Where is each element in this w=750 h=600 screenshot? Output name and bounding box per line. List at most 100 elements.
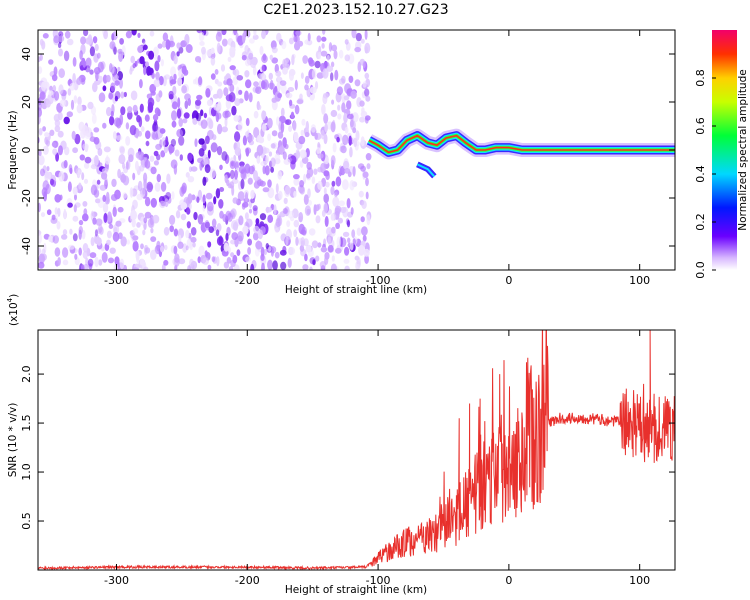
noise-speckle [82, 201, 88, 207]
noise-speckle [265, 207, 273, 213]
noise-speckle [155, 71, 160, 81]
noise-speckle [270, 157, 276, 167]
noise-speckle [352, 127, 357, 134]
noise-speckle [139, 103, 144, 113]
noise-speckle [74, 253, 78, 260]
noise-speckle [365, 191, 369, 200]
noise-speckle [334, 191, 338, 198]
noise-speckle [171, 191, 175, 200]
svg-text:(x104): (x104) [6, 294, 20, 326]
spectrogram-noise [38, 30, 372, 270]
noise-speckle [295, 236, 299, 246]
noise-speckle [294, 41, 301, 51]
noise-speckle [280, 261, 287, 270]
noise-speckle [126, 239, 130, 245]
noise-speckle [70, 99, 75, 110]
noise-speckle [156, 173, 161, 183]
noise-speckle [245, 218, 253, 228]
noise-speckle [160, 245, 164, 253]
noise-speckle [337, 113, 342, 120]
noise-speckle [337, 104, 341, 111]
y-tick-label: -20 [20, 189, 33, 207]
noise-speckle [303, 194, 309, 206]
noise-speckle [313, 168, 318, 175]
noise-speckle [102, 202, 109, 213]
noise-speckle [83, 30, 89, 37]
noise-speckle [105, 74, 111, 83]
noise-speckle [320, 246, 328, 253]
noise-speckle [207, 264, 212, 270]
noise-speckle [198, 148, 205, 157]
noise-speckle [132, 228, 139, 235]
noise-speckle [56, 221, 61, 230]
noise-speckle [54, 91, 60, 101]
snr-series-line [38, 330, 675, 570]
noise-speckle [53, 66, 58, 76]
noise-speckle [109, 247, 116, 254]
noise-speckle [364, 72, 370, 79]
noise-speckle [107, 257, 115, 264]
noise-speckle [41, 187, 48, 197]
noise-speckle [267, 133, 272, 142]
noise-speckle [245, 79, 252, 89]
noise-speckle [330, 186, 335, 196]
noise-speckle [137, 45, 144, 54]
noise-speckle [236, 249, 241, 256]
noise-speckle [331, 226, 336, 234]
noise-speckle [276, 32, 282, 42]
noise-speckle [278, 190, 283, 200]
noise-speckle [230, 169, 235, 180]
noise-speckle [294, 104, 300, 115]
noise-speckle [74, 133, 81, 145]
noise-speckle [94, 256, 99, 268]
noise-speckle [178, 234, 182, 244]
noise-speckle [304, 253, 308, 262]
noise-speckle [137, 180, 143, 192]
noise-speckle [350, 207, 354, 215]
noise-speckle [82, 125, 89, 136]
noise-speckle [292, 120, 297, 132]
noise-speckle [95, 198, 101, 204]
noise-speckle [89, 46, 95, 57]
y-tick-label: 0.5 [20, 512, 33, 530]
noise-speckle [54, 125, 61, 133]
noise-speckle [143, 217, 148, 224]
noise-speckle [314, 60, 321, 69]
noise-speckle [136, 222, 141, 228]
noise-speckle [307, 32, 311, 42]
noise-speckle [324, 123, 328, 133]
noise-speckle [171, 120, 177, 128]
noise-speckle [330, 263, 337, 270]
noise-speckle [202, 176, 207, 186]
noise-speckle [186, 221, 191, 229]
noise-speckle [214, 69, 219, 75]
noise-speckle [364, 88, 370, 97]
noise-speckle [331, 180, 336, 187]
noise-speckle [342, 134, 349, 146]
noise-speckle [199, 161, 203, 171]
noise-speckle [216, 256, 220, 267]
noise-speckle [219, 187, 225, 192]
noise-speckle [326, 54, 330, 61]
noise-speckle [288, 99, 293, 107]
noise-speckle [234, 169, 238, 180]
noise-speckle [335, 247, 342, 254]
noise-speckle [363, 248, 370, 257]
noise-speckle [360, 110, 368, 118]
noise-speckle [120, 106, 126, 116]
noise-speckle [244, 70, 250, 78]
noise-speckle [102, 122, 107, 129]
noise-speckle [63, 208, 67, 220]
noise-speckle [127, 110, 133, 120]
noise-speckle [331, 44, 338, 52]
noise-speckle [123, 264, 127, 270]
snr-y-multiplier: (x104) [6, 294, 20, 326]
noise-speckle [315, 255, 320, 262]
noise-speckle [285, 119, 292, 126]
noise-speckle [344, 39, 349, 45]
noise-speckle [230, 252, 235, 258]
noise-speckle [293, 131, 299, 143]
noise-speckle [57, 207, 61, 217]
noise-speckle [196, 196, 200, 203]
noise-speckle [282, 67, 288, 75]
